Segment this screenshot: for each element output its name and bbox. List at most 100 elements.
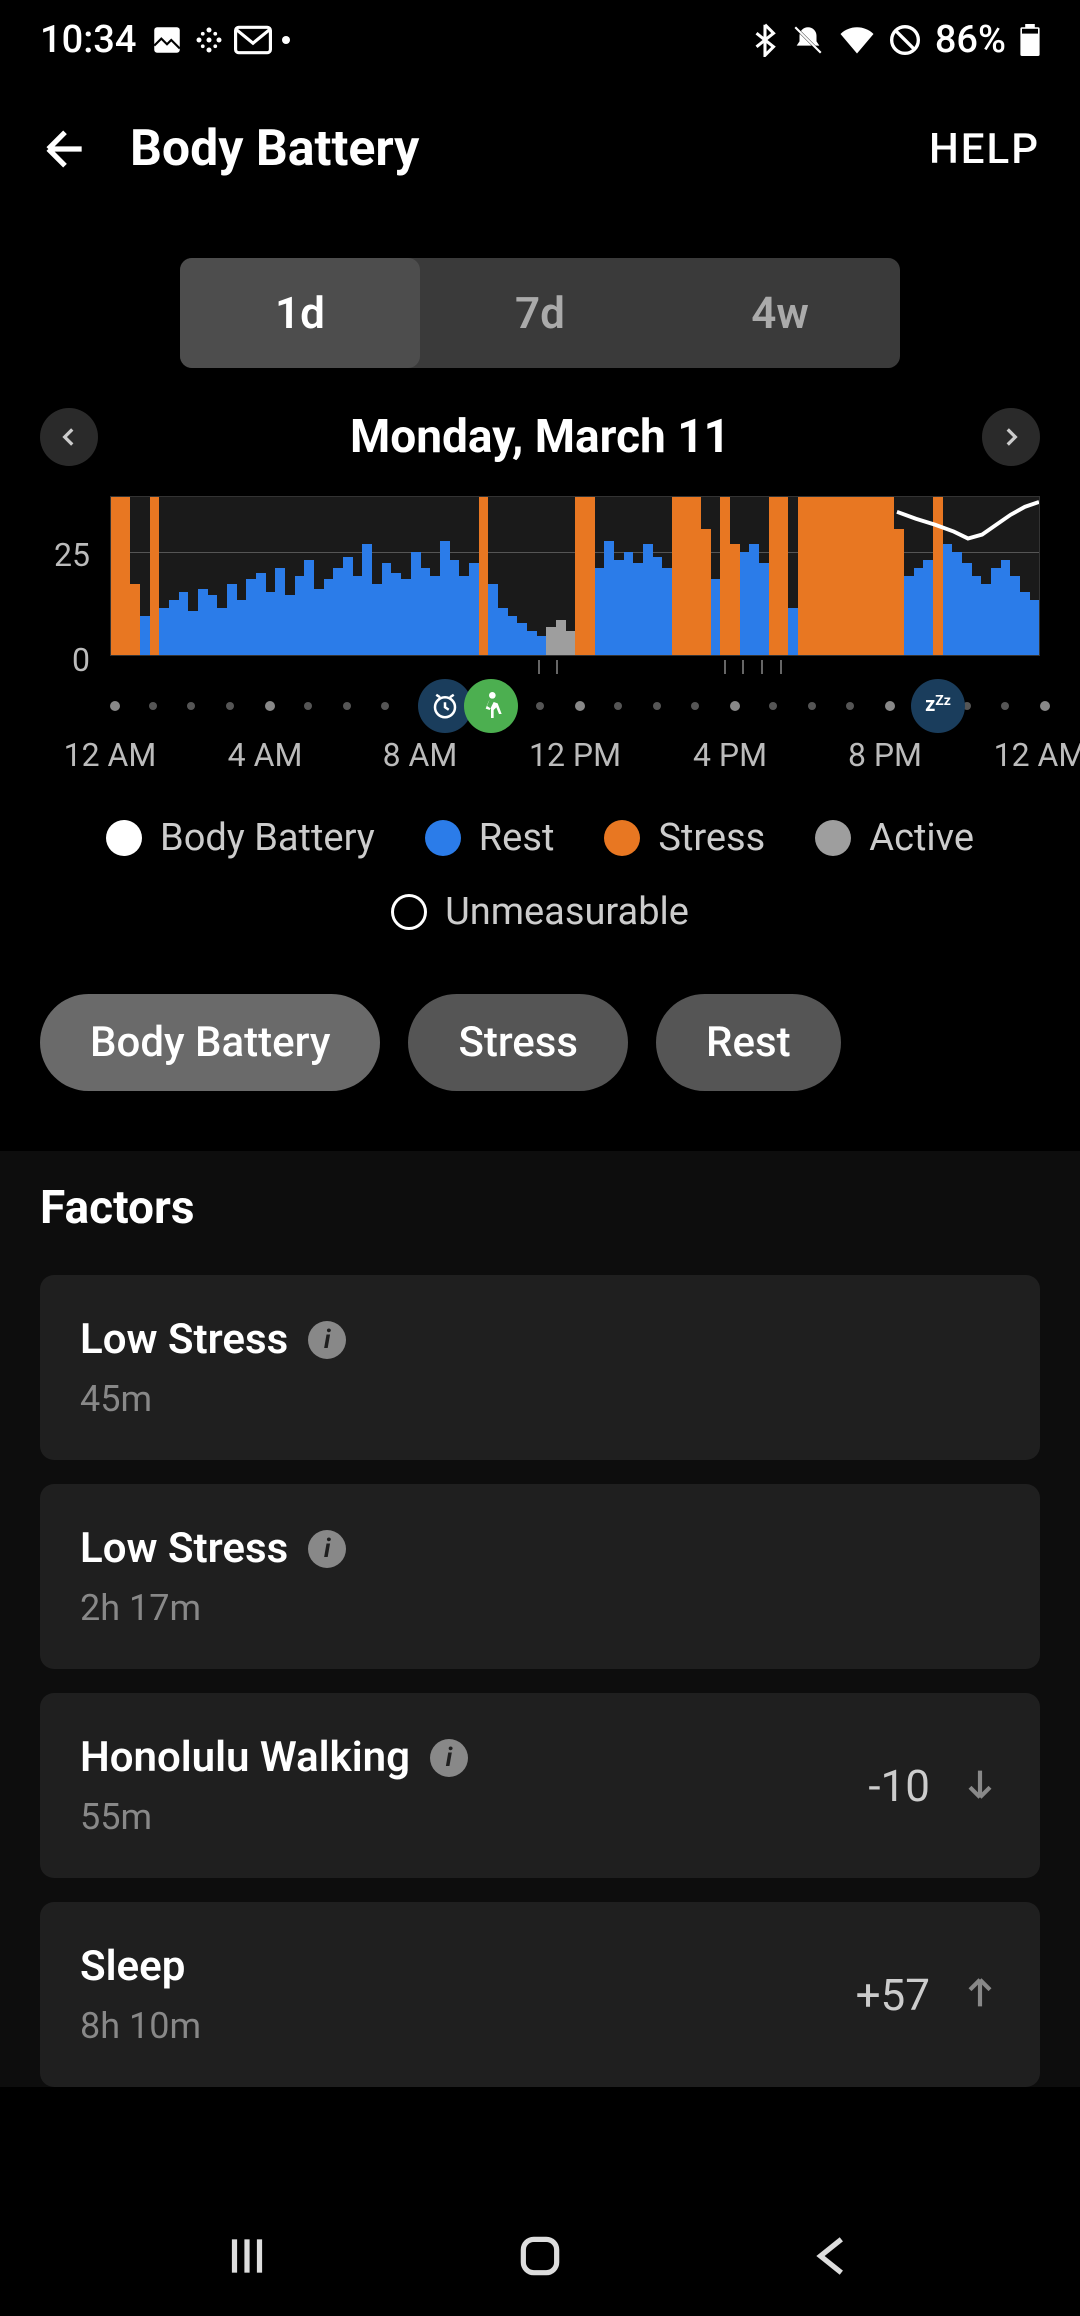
chart-bar [827,497,837,655]
chart-bar [362,544,372,655]
filter-chip-stress[interactable]: Stress [408,994,628,1091]
chart-bar [836,497,846,655]
chart-bar [150,497,160,655]
y-axis-label: 0 [72,641,90,679]
battery-icon [1020,24,1040,56]
vibrate-icon [791,23,825,57]
chart-bar [401,579,411,655]
chart-bar [517,623,527,655]
chart-tick [724,660,726,674]
chart-bar [227,584,237,655]
time-option-1d[interactable]: 1d [180,258,420,368]
chart-bar [391,573,401,655]
next-day-button[interactable] [982,408,1040,466]
hour-dot [536,702,544,710]
legend-label: Active [869,816,974,860]
dot-icon [282,36,290,44]
factor-card[interactable]: Sleep8h 10m+57 [40,1902,1040,2087]
status-left: 10:34 [40,18,290,62]
hour-dot [885,701,895,711]
chart-bar [266,592,276,655]
back-arrow-icon[interactable] [40,124,90,174]
chart-bar [440,541,450,655]
gallery-icon [150,23,184,57]
chart-bar [208,595,218,655]
chart-bar [672,497,682,655]
chart-bar [285,595,295,655]
x-axis-label: 12 AM [64,736,157,774]
chart-bar [720,497,730,655]
legend-item: Unmeasurable [391,890,689,934]
chart-bar [933,497,943,655]
sleep-event-icon[interactable]: zZz [911,679,965,733]
time-option-4w[interactable]: 4w [660,258,900,368]
legend-swatch [604,820,640,856]
info-icon[interactable]: i [308,1530,346,1568]
pixel-icon [194,25,224,55]
hour-dot [304,702,312,710]
chart-bar [769,497,779,655]
chart-bar [585,497,595,655]
chart-bar [343,557,353,655]
back-button[interactable] [808,2231,858,2281]
chart-bar [778,497,788,655]
chart-bar [604,541,614,655]
legend-label: Rest [479,816,555,860]
info-icon[interactable]: i [308,1321,346,1359]
hour-dot [730,701,740,711]
hour-dot [265,701,275,711]
hour-dot [614,702,622,710]
chart-unmeasurable-ticks [110,656,1040,676]
chart-filter-chips: Body Battery Stress Rest [0,964,1080,1151]
chart-bar [740,552,750,655]
factor-duration: 2h 17m [80,1587,346,1629]
chart-bar [1020,592,1030,655]
x-axis-label: 4 PM [693,736,767,774]
chart-bar [275,568,285,655]
chart-bar [372,584,382,655]
chart-bar [459,576,469,655]
chart-bar [479,497,489,655]
factor-title: Honolulu Walking [80,1733,410,1782]
chart-bar [682,497,692,655]
factor-duration: 8h 10m [80,2005,201,2047]
chart-bar [972,576,982,655]
filter-chip-rest[interactable]: Rest [656,994,841,1091]
factor-card[interactable]: Honolulu Walkingi55m-10 [40,1693,1040,1878]
chart-bar [498,608,508,655]
chart-bar [624,552,634,655]
status-icons-left [150,23,290,57]
home-button[interactable] [515,2231,565,2281]
factor-card[interactable]: Low Stressi2h 17m [40,1484,1040,1669]
hour-dot [149,702,157,710]
walk-event-icon[interactable] [464,679,518,733]
help-link[interactable]: HELP [929,125,1040,174]
chart-bar [962,563,972,655]
chart-tick [742,660,744,674]
chart-bar [1001,560,1011,655]
legend-item: Rest [425,816,555,860]
chart-bar [169,600,179,655]
chart-bar [111,497,121,655]
chart-bar [333,568,343,655]
chart-bar [943,544,953,655]
chart-plot-area[interactable] [110,496,1040,656]
factor-card[interactable]: Low Stressi45m [40,1275,1040,1460]
chart-bars [111,497,1039,655]
legend-swatch [391,894,427,930]
arrow-down-icon [960,1764,1000,1808]
chart-bar [643,544,653,655]
legend-label: Body Battery [160,816,375,860]
factor-value: +57 [856,1969,930,2021]
prev-day-button[interactable] [40,408,98,466]
chevron-left-icon [56,424,82,450]
chart-bar [256,573,266,655]
hour-dot [1040,701,1050,711]
info-icon[interactable]: i [430,1739,468,1777]
x-axis-label: 8 PM [848,736,922,774]
legend-item: Stress [604,816,765,860]
time-option-7d[interactable]: 7d [420,258,660,368]
filter-chip-body-battery[interactable]: Body Battery [40,994,380,1091]
recents-button[interactable] [222,2231,272,2281]
hour-dot [187,702,195,710]
